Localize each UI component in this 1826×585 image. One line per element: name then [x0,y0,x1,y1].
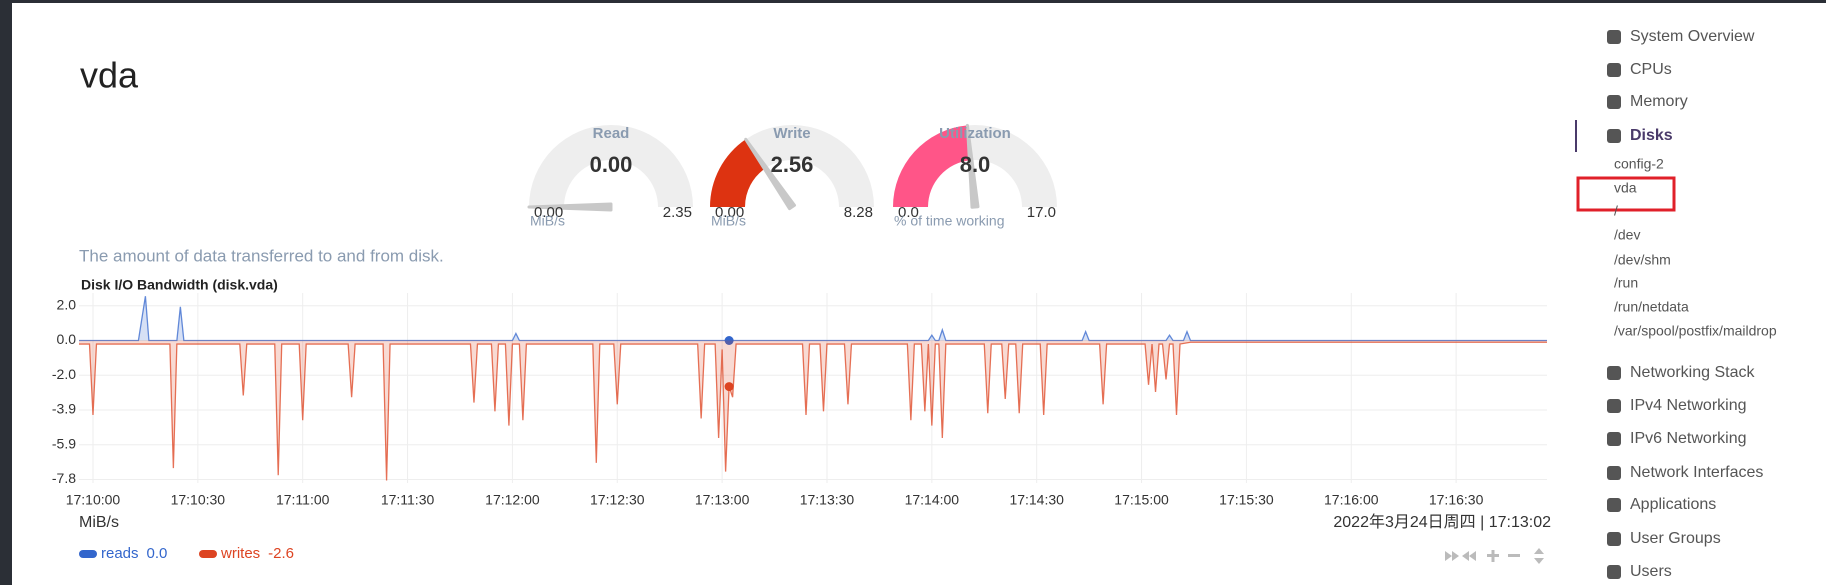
hover-dot [724,336,734,345]
gauge-units: MiB/s [711,213,746,229]
x-tick-label: 17:10:00 [66,492,121,508]
x-tick-label: 17:10:30 [171,492,226,508]
zoom-in-v[interactable] [1491,550,1495,562]
nav-item[interactable]: CPUs [1630,61,1672,78]
legend-value: -2.6 [268,545,294,562]
gauge-min: 0.00 [715,204,744,221]
x-tick-label: 17:11:30 [381,492,435,508]
gauge-min: 0.0 [898,204,919,221]
x-tick-label: 17:15:30 [1219,492,1274,508]
nav-icon [1607,432,1621,446]
nav-subitem[interactable]: config-2 [1614,156,1664,172]
gauge-value: 0.00 [590,152,633,177]
series-line [79,296,1547,342]
nav-icon [1607,565,1621,579]
nav-item[interactable]: Networking Stack [1630,364,1755,381]
page-panel [12,3,1826,585]
nav-item[interactable]: IPv4 Networking [1630,397,1747,414]
gauge-title: Write [773,125,810,142]
y-tick-label: -3.9 [52,401,76,417]
nav-subitem[interactable]: /dev [1614,227,1640,243]
gauge-needle [527,202,613,212]
gauge-min: 0.00 [534,204,563,221]
page-title: vda [80,55,139,96]
legend-swatch [79,550,97,558]
nav-item[interactable]: Memory [1630,93,1688,110]
nav-icon [1607,95,1621,109]
gauge-value-arc [710,139,766,207]
gauge-needle [744,137,796,211]
chart-title: Disk I/O Bandwidth (disk.vda) [81,277,278,293]
nav-item[interactable]: Disks [1630,127,1673,144]
x-tick-label: 17:11:00 [276,492,330,508]
y-tick-label: -5.9 [52,435,76,451]
x-tick-label: 17:14:30 [1009,492,1064,508]
resize[interactable] [1534,548,1544,564]
nav-icon [1607,498,1621,512]
nav-icon [1607,63,1621,77]
legend-label: reads [101,545,139,562]
nav-subitem[interactable]: / [1614,203,1618,219]
pan-buttons[interactable] [1445,551,1476,561]
x-tick-label: 17:16:00 [1324,492,1379,508]
series-area [79,340,1547,481]
series-line [79,341,1547,481]
timestamp: 2022年3月24日周四 | 17:13:02 [1333,513,1551,531]
gauge-value-arc [893,125,971,207]
gauge-title: Utilization [939,125,1011,142]
highlight-box [1576,176,1676,212]
x-tick-label: 17:16:30 [1429,492,1484,508]
nav-subitem[interactable]: vda [1614,180,1637,196]
nav-icon [1607,30,1621,44]
series-area [79,296,1547,341]
x-tick-label: 17:13:00 [695,492,750,508]
y-tick-label: 0.0 [57,331,77,347]
gauge-max: 2.35 [663,204,692,221]
legend-label: writes [220,545,260,562]
nav-item[interactable]: Users [1630,563,1672,580]
nav-icon [1607,532,1621,546]
zoom-out[interactable] [1508,554,1520,557]
nav-icon [1607,366,1621,380]
gauge-max: 17.0 [1027,204,1056,221]
nav-subitem[interactable]: /dev/shm [1614,252,1671,268]
gauge-track [529,125,693,207]
nav-item[interactable]: System Overview [1630,28,1755,45]
nav-item[interactable]: Applications [1630,496,1716,513]
gauge-units: MiB/s [530,213,565,229]
x-tick-label: 17:12:00 [485,492,540,508]
y-tick-label: -7.8 [52,470,76,486]
legend-swatch [199,550,217,558]
x-tick-label: 17:15:00 [1114,492,1169,508]
gauge-value: 2.56 [771,152,814,177]
hover-dot [724,382,734,392]
nav-item[interactable]: Network Interfaces [1630,464,1763,481]
chart-nav-buttons[interactable] [1445,548,1544,564]
gauge-value: 8.0 [960,152,991,177]
gauge-units: % of time working [894,213,1004,229]
gauge-title: Read [593,125,630,142]
nav-icon [1607,129,1621,143]
nav-icon [1607,399,1621,413]
nav-subitem[interactable]: /run [1614,275,1638,291]
x-tick-label: 17:14:00 [905,492,960,508]
nav-icon [1607,466,1621,480]
nav-subitem[interactable]: /run/netdata [1614,299,1689,315]
gauge-needle [965,123,980,209]
y-tick-label: -2.0 [52,366,76,382]
gauge-max: 8.28 [844,204,873,221]
nav-item[interactable]: User Groups [1630,530,1721,547]
chart-description: The amount of data transferred to and fr… [79,246,444,265]
y-unit-label: MiB/s [79,514,119,531]
nav-item[interactable]: IPv6 Networking [1630,430,1747,447]
legend-value: 0.0 [147,545,168,562]
x-tick-label: 17:13:30 [800,492,855,508]
x-tick-label: 17:12:30 [590,492,645,508]
y-tick-label: 2.0 [57,296,77,312]
nav-subitem[interactable]: /var/spool/postfix/maildrop [1614,323,1777,339]
